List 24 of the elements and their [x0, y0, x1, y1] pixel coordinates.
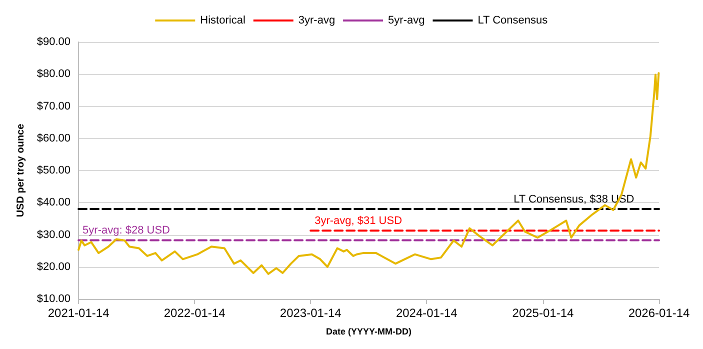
x-tick-label: 2022-01-14	[164, 306, 226, 320]
y-tick-label: $10.00	[36, 293, 71, 305]
y-tick-label: $70.00	[36, 100, 71, 112]
x-tick-label: 2021-01-14	[48, 306, 110, 320]
y-tick-label: $80.00	[36, 68, 71, 80]
y-tick-label: $50.00	[36, 164, 71, 176]
y-tick-label: $20.00	[36, 260, 71, 273]
x-axis-title: Date (YYYY-MM-DD)	[326, 326, 412, 336]
y-tick-label: $60.00	[36, 132, 71, 144]
annotation: 5yr-avg: $28 USD	[82, 224, 170, 237]
x-tick-label: 2023-01-14	[280, 306, 342, 320]
y-tick-label: $90.00	[36, 36, 71, 48]
y-tick-label: $40.00	[36, 196, 71, 209]
legend-label: 5yr-avg	[388, 14, 425, 26]
line-series	[78, 72, 660, 275]
legend-label: LT Consensus	[478, 14, 548, 26]
y-axis-title: USD per troy ounce	[16, 123, 26, 218]
legend-label: Historical	[200, 14, 246, 26]
x-tick-label: 2024-01-14	[396, 306, 458, 320]
legend-label: 3yr-avg	[298, 14, 336, 26]
y-tick-label: $30.00	[36, 228, 71, 241]
x-tick-label: 2026-01-14	[628, 306, 690, 320]
annotation: 3yr-avg, $31 USD	[314, 215, 402, 228]
x-tick-label: 2025-01-14	[512, 306, 574, 320]
